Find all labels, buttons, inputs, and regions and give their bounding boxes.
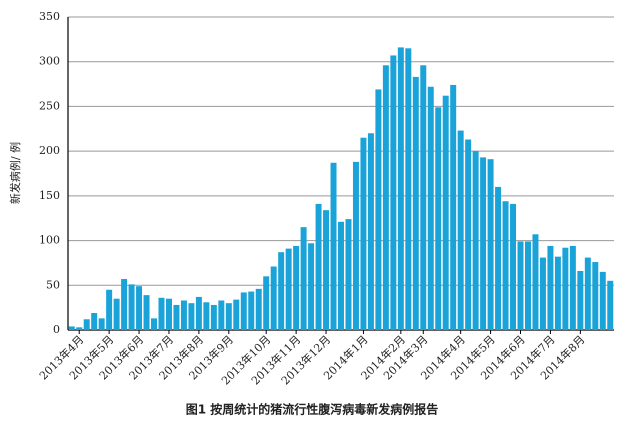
bar [68, 326, 75, 330]
bar [263, 276, 270, 330]
y-tick-label: 350 [39, 10, 60, 23]
bar [532, 234, 539, 330]
bar [539, 257, 546, 330]
bar [106, 289, 113, 330]
y-tick-label: 250 [39, 99, 60, 112]
bar [83, 319, 90, 330]
bar [293, 245, 300, 330]
bar [240, 292, 247, 330]
bar [203, 302, 210, 330]
bar [218, 300, 225, 330]
bar [285, 248, 292, 330]
bar [405, 48, 412, 331]
bar [278, 252, 285, 330]
bar [562, 247, 569, 330]
bar [308, 243, 315, 330]
bar [457, 130, 464, 330]
bar [420, 65, 427, 330]
bar [300, 227, 307, 330]
bar [91, 313, 98, 330]
bar [121, 279, 128, 330]
bar [248, 291, 255, 330]
bar [143, 295, 150, 330]
bar [435, 107, 442, 330]
bar [547, 245, 554, 330]
bar [151, 318, 158, 330]
bar [136, 286, 143, 330]
bar [472, 151, 479, 330]
bar [427, 86, 434, 330]
bar [577, 270, 584, 330]
bar [584, 257, 591, 330]
bar [255, 288, 262, 330]
bar [323, 210, 330, 330]
y-tick-label: 200 [39, 144, 60, 157]
bar [225, 303, 232, 330]
bar [98, 318, 105, 330]
bar [502, 201, 509, 330]
bar [367, 133, 374, 330]
bar [345, 219, 352, 330]
bar [165, 298, 172, 330]
bar [180, 300, 187, 330]
bar [569, 245, 576, 330]
y-tick-label: 0 [53, 323, 60, 336]
y-tick-label: 150 [39, 189, 60, 202]
bar [128, 284, 135, 330]
bar [442, 95, 449, 330]
bar [338, 221, 344, 330]
bar [450, 84, 457, 330]
bar [412, 76, 419, 330]
bar [352, 161, 359, 330]
bar [158, 297, 165, 330]
y-tick-label: 50 [46, 278, 60, 291]
bar [195, 296, 202, 330]
bar [554, 256, 561, 330]
y-tick-label: 100 [39, 234, 60, 247]
bar [188, 303, 195, 330]
bar [607, 280, 614, 330]
bar [233, 299, 240, 330]
bar [510, 203, 517, 330]
bar [315, 203, 322, 330]
bar [517, 241, 524, 330]
bar [382, 65, 389, 330]
bar [173, 304, 180, 330]
bar [76, 327, 83, 330]
bar [465, 139, 472, 330]
bar [360, 137, 367, 330]
y-axis-label: 新发病例/ 例 [8, 142, 22, 204]
bar [390, 55, 397, 330]
bar [480, 157, 487, 330]
bar [592, 262, 599, 330]
y-tick-label: 300 [39, 55, 60, 68]
bar [397, 47, 404, 331]
bar [270, 266, 277, 330]
bar [487, 159, 494, 330]
bar [330, 162, 337, 330]
bar [375, 89, 382, 331]
bar [495, 186, 502, 330]
bar [210, 304, 217, 330]
chart-caption: 图1 按周统计的猪流行性腹泻病毒新发病例报告 [186, 402, 439, 417]
bar [524, 241, 531, 330]
bar [599, 271, 606, 330]
bar [113, 298, 120, 330]
